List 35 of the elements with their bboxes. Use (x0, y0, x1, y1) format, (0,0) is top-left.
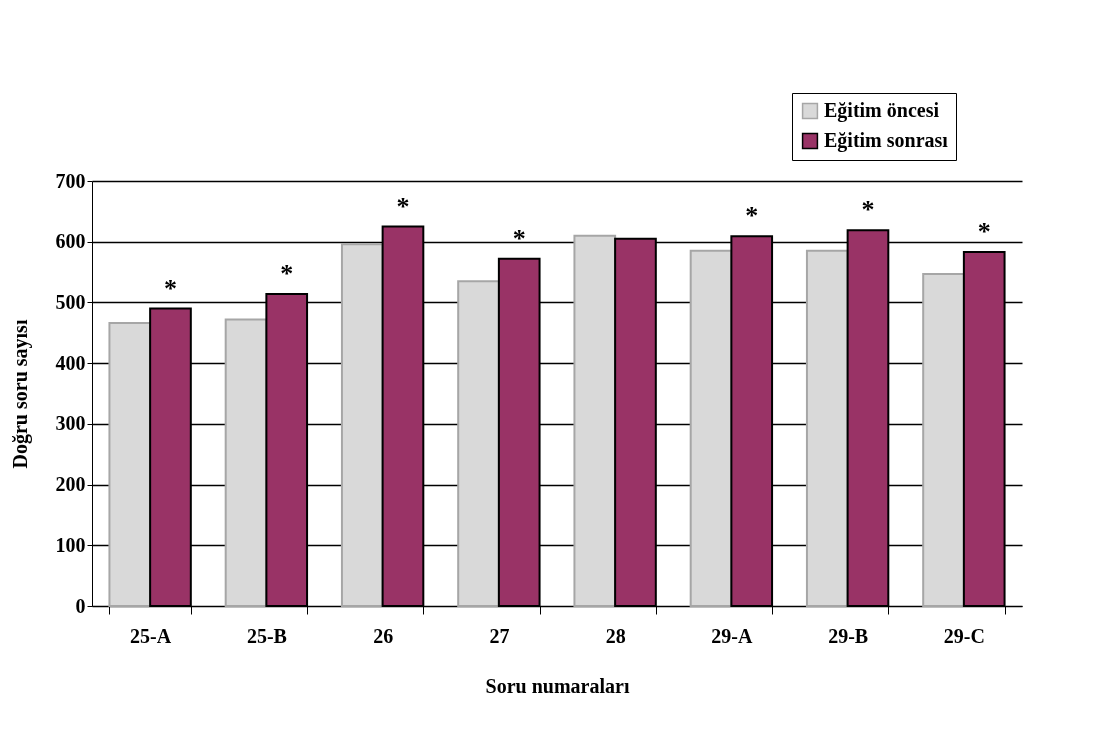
bar (224, 318, 268, 607)
bar (457, 280, 500, 607)
bar (340, 243, 384, 607)
bar (689, 249, 733, 607)
legend-label: Eğitim sonrası (824, 129, 949, 152)
y-tick-label: 100 (55, 533, 86, 556)
y-tick-label: 300 (55, 412, 86, 435)
y-tick-label: 500 (55, 290, 86, 313)
x-tick-label: 28 (605, 624, 626, 647)
annotation: * (280, 258, 294, 288)
x-axis-title: Soru numaraları (485, 674, 630, 697)
annotation: * (977, 217, 991, 247)
x-tick-label: 29-C (943, 624, 985, 647)
annotation: * (163, 273, 177, 303)
legend-label: Eğitim öncesi (824, 99, 940, 122)
x-tick-label: 29-A (711, 624, 753, 647)
y-tick-label: 400 (55, 351, 86, 374)
bar (922, 272, 965, 607)
bar (108, 322, 152, 607)
y-tick-label: 700 (55, 169, 86, 192)
x-tick-label: 26 (373, 624, 394, 647)
annotation: * (396, 191, 410, 221)
annotation: * (861, 195, 875, 225)
x-tick-label: 25-A (130, 624, 172, 647)
x-tick-label: 25-B (246, 624, 287, 647)
annotation: * (512, 223, 526, 253)
y-tick-label: 600 (55, 230, 86, 253)
annotation: * (745, 201, 759, 231)
y-tick-label: 200 (55, 473, 86, 496)
y-tick-label: 0 (75, 594, 86, 617)
y-axis-title: Doğru soru sayısı (8, 319, 32, 469)
x-tick-label: 27 (489, 624, 510, 647)
bar (573, 234, 617, 607)
bar (805, 249, 849, 607)
x-tick-label: 29-B (828, 624, 869, 647)
